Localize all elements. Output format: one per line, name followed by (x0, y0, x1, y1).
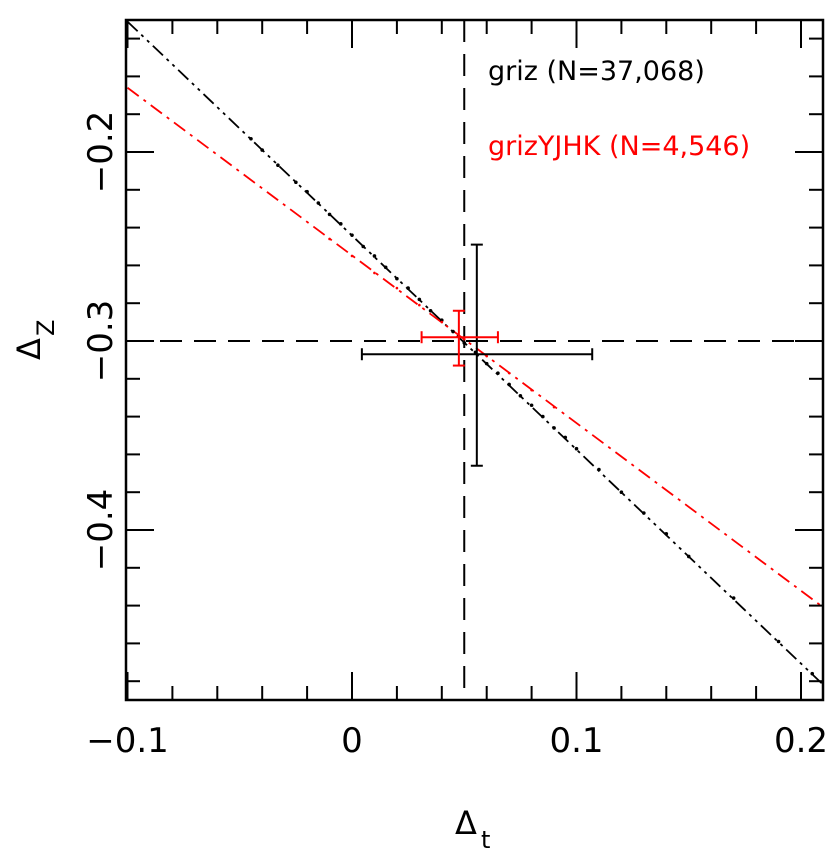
data-point-series-0 (260, 148, 265, 152)
data-point-series-0 (383, 265, 388, 270)
y-axis-label: Δ Z (10, 320, 60, 360)
data-point-series-0 (507, 382, 511, 387)
data-point-series-0 (361, 244, 366, 249)
data-point-series-0 (327, 212, 332, 217)
data-point-series-1 (350, 254, 354, 258)
data-point-series-1 (507, 371, 511, 375)
data-point-series-0 (541, 414, 545, 419)
data-point-series-0 (305, 189, 309, 194)
y-axis-label-main: Δ (10, 338, 48, 360)
x-axis-label: Δ t (455, 804, 490, 854)
data-point-series-0 (496, 371, 500, 375)
data-point-series-0 (731, 596, 736, 600)
reference-lines (126, 20, 823, 700)
data-point-series-1 (462, 337, 466, 341)
data-point-series-1 (328, 237, 331, 241)
data-point-series-0 (518, 394, 523, 398)
data-point-series-0 (440, 318, 444, 323)
x-tick-label: −0.1 (86, 721, 169, 761)
fit-lines (126, 20, 823, 686)
data-point-series-0 (316, 201, 321, 205)
data-point-series-1 (418, 303, 421, 307)
x-axis-label-sub: t (481, 826, 490, 854)
data-point-series-1 (440, 320, 444, 324)
data-point-series-0 (552, 426, 556, 430)
data-point-series-0 (451, 329, 455, 334)
data-point-series-1 (552, 405, 556, 409)
x-tick-label: 0.1 (549, 721, 603, 761)
data-point-series-0 (810, 671, 815, 676)
data-points (249, 136, 815, 676)
data-point-series-0 (294, 180, 298, 185)
data-point-series-0 (249, 136, 253, 141)
data-point-series-0 (642, 511, 646, 515)
data-point-series-1 (485, 354, 489, 358)
axis-ticks: −0.1 0 0.1 0.2 −0.2 −0.3 −0.4 (81, 20, 828, 761)
data-point-series-0 (406, 286, 410, 290)
error-crosses (360, 243, 594, 467)
data-point-series-1 (530, 388, 533, 392)
data-point-series-0 (395, 276, 399, 281)
y-tick-label: −0.2 (81, 111, 121, 194)
data-point-series-0 (276, 163, 280, 168)
data-point-series-0 (529, 403, 534, 408)
data-point-series-0 (462, 341, 467, 345)
fit-line-series-0 (126, 20, 823, 686)
data-point-series-1 (373, 271, 376, 275)
data-point-series-0 (372, 254, 377, 258)
data-point-series-0 (563, 435, 568, 440)
legend: griz (N=37,068) grizYJHK (N=4,546) (488, 56, 750, 162)
y-axis-label-sub: Z (32, 320, 60, 336)
y-tick-label: −0.3 (81, 300, 121, 383)
data-point-series-0 (417, 297, 422, 302)
data-point-series-0 (484, 361, 489, 366)
legend-entry-griz: griz (N=37,068) (488, 56, 705, 87)
data-point-series-0 (574, 446, 579, 451)
data-point-series-0 (664, 531, 669, 536)
fit-line-series-1 (126, 87, 823, 609)
data-point-series-0 (338, 222, 343, 226)
data-point-series-0 (350, 233, 354, 237)
data-point-series-0 (686, 554, 691, 559)
legend-entry-grizyjhk: grizYJHK (N=4,546) (488, 131, 750, 162)
plot-frame (124, 18, 825, 702)
data-point-series-0 (776, 639, 781, 644)
data-point-series-0 (619, 490, 624, 495)
data-point-series-0 (597, 467, 601, 472)
x-axis-label-main: Δ (455, 804, 477, 842)
y-tick-label: −0.4 (81, 489, 121, 572)
data-point-series-1 (395, 286, 399, 290)
x-tick-label: 0.2 (774, 721, 828, 761)
x-tick-label: 0 (341, 721, 363, 761)
data-point-series-0 (428, 308, 433, 313)
